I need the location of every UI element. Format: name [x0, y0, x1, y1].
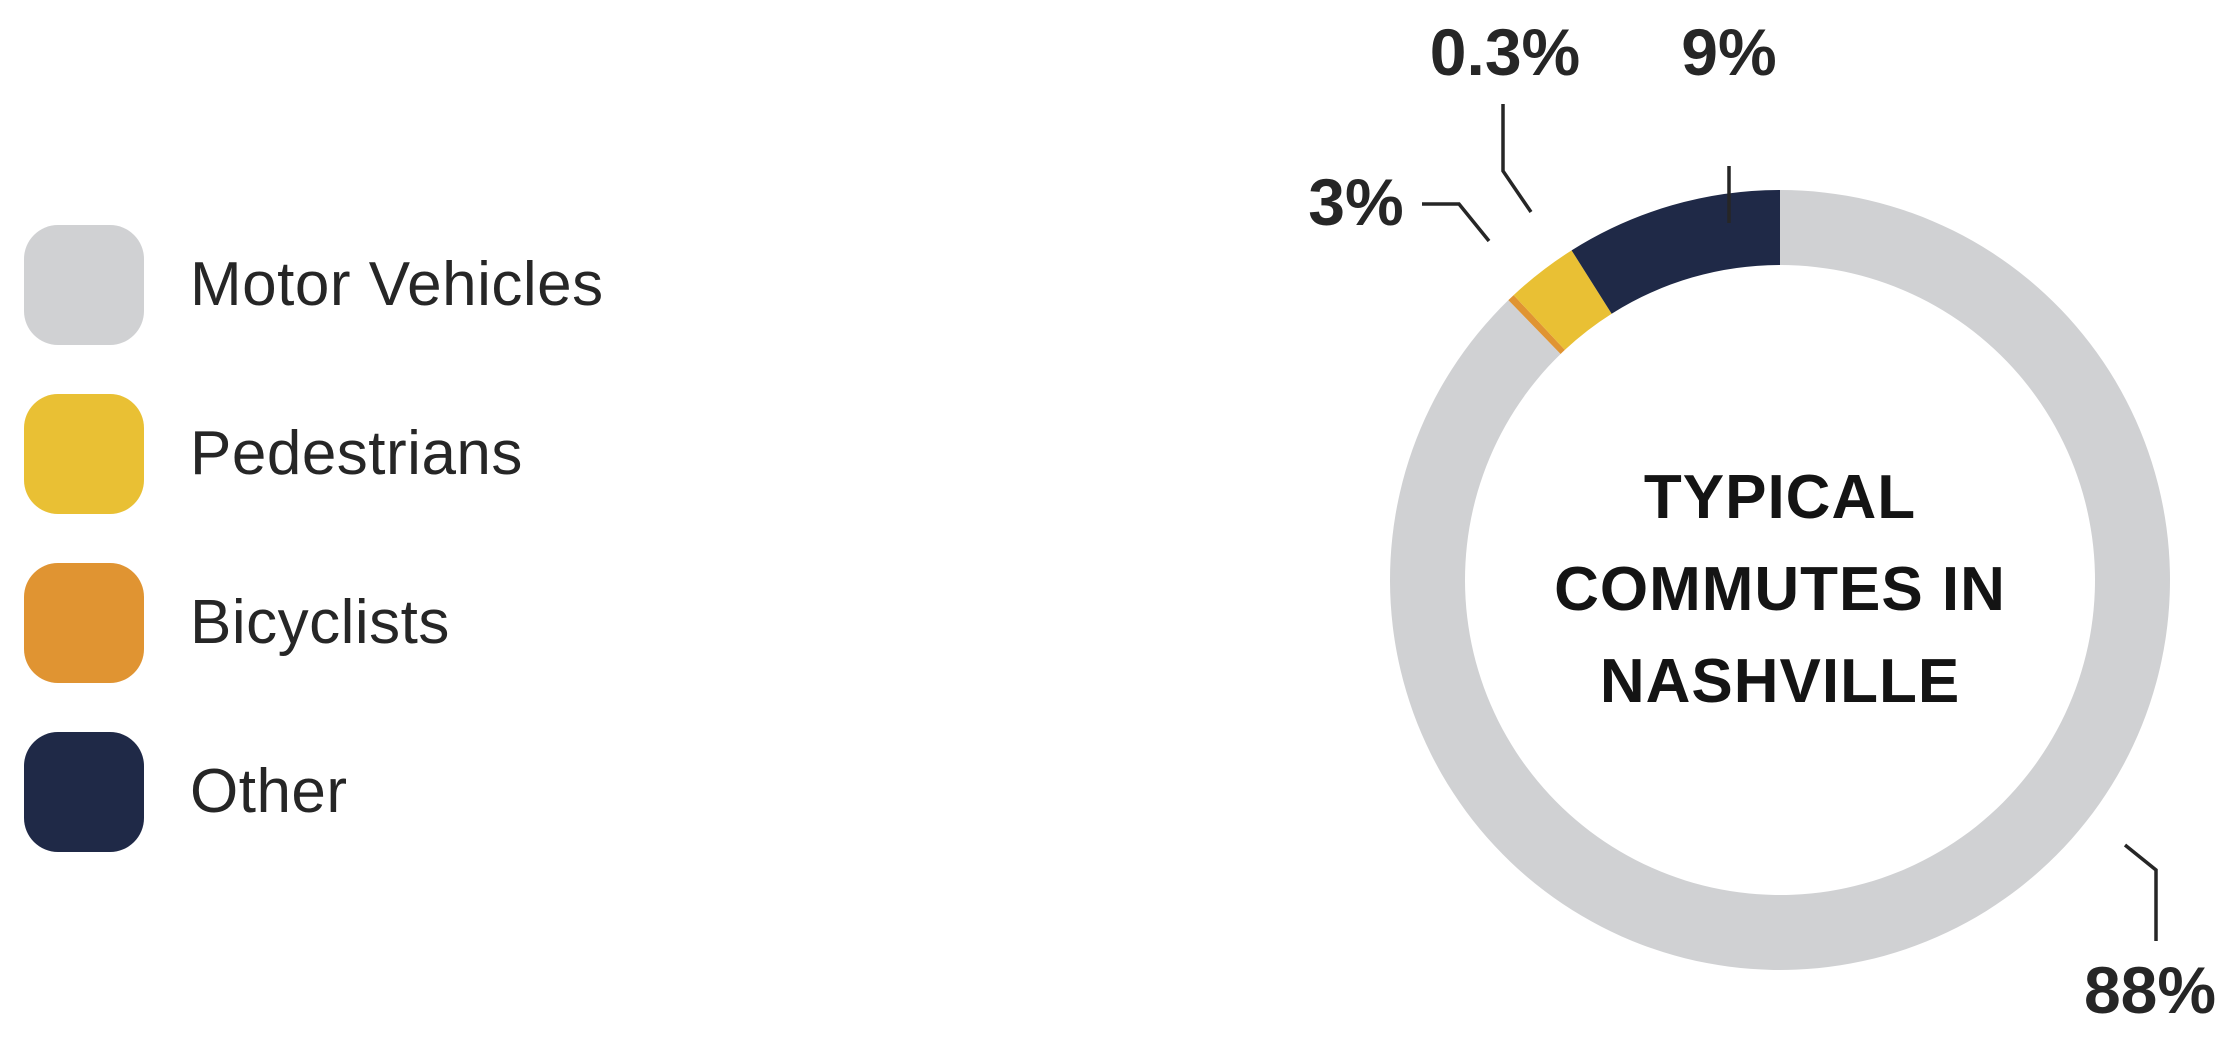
leader-motor-vehicles: [2123, 843, 2158, 941]
legend-label-bicyclists: Bicyclists: [190, 588, 450, 657]
legend-label-other: Other: [190, 757, 348, 826]
legend-swatch-motor-vehicles: [24, 225, 144, 345]
center-title-line-1: TYPICAL: [1643, 463, 1917, 532]
legend-swatch-bicyclists: [24, 563, 144, 683]
value-label-pedestrians: 3%: [1308, 165, 1403, 239]
value-labels: 88% 3% 0.3% 9%: [1308, 15, 2216, 1027]
legend-label-motor-vehicles: Motor Vehicles: [190, 250, 604, 319]
center-title: TYPICAL COMMUTES IN NASHVILLE: [1530, 452, 2030, 728]
center-title-line-3: NASHVILLE: [1599, 647, 1961, 716]
slice-pedestrians: [1513, 250, 1612, 350]
center-title-line-2: COMMUTES IN: [1554, 555, 2006, 624]
slice-other: [1571, 190, 1780, 314]
value-label-bicyclists: 0.3%: [1430, 15, 1580, 89]
legend-swatch-pedestrians: [24, 394, 144, 514]
value-label-motor-vehicles: 88%: [2084, 953, 2216, 1027]
leader-lines: [1422, 104, 2158, 941]
legend-swatch-other: [24, 732, 144, 852]
legend-item-pedestrians: Pedestrians: [24, 394, 724, 514]
legend-label-pedestrians: Pedestrians: [190, 419, 523, 488]
legend: Motor Vehicles Pedestrians Bicyclists Ot…: [24, 225, 724, 901]
legend-item-other: Other: [24, 732, 724, 852]
legend-item-bicyclists: Bicyclists: [24, 563, 724, 683]
leader-bicyclists: [1501, 104, 1533, 213]
value-label-other: 9%: [1681, 15, 1776, 89]
slice-bicyclists: [1508, 295, 1565, 354]
legend-item-motor-vehicles: Motor Vehicles: [24, 225, 724, 345]
leader-pedestrians: [1422, 202, 1491, 243]
